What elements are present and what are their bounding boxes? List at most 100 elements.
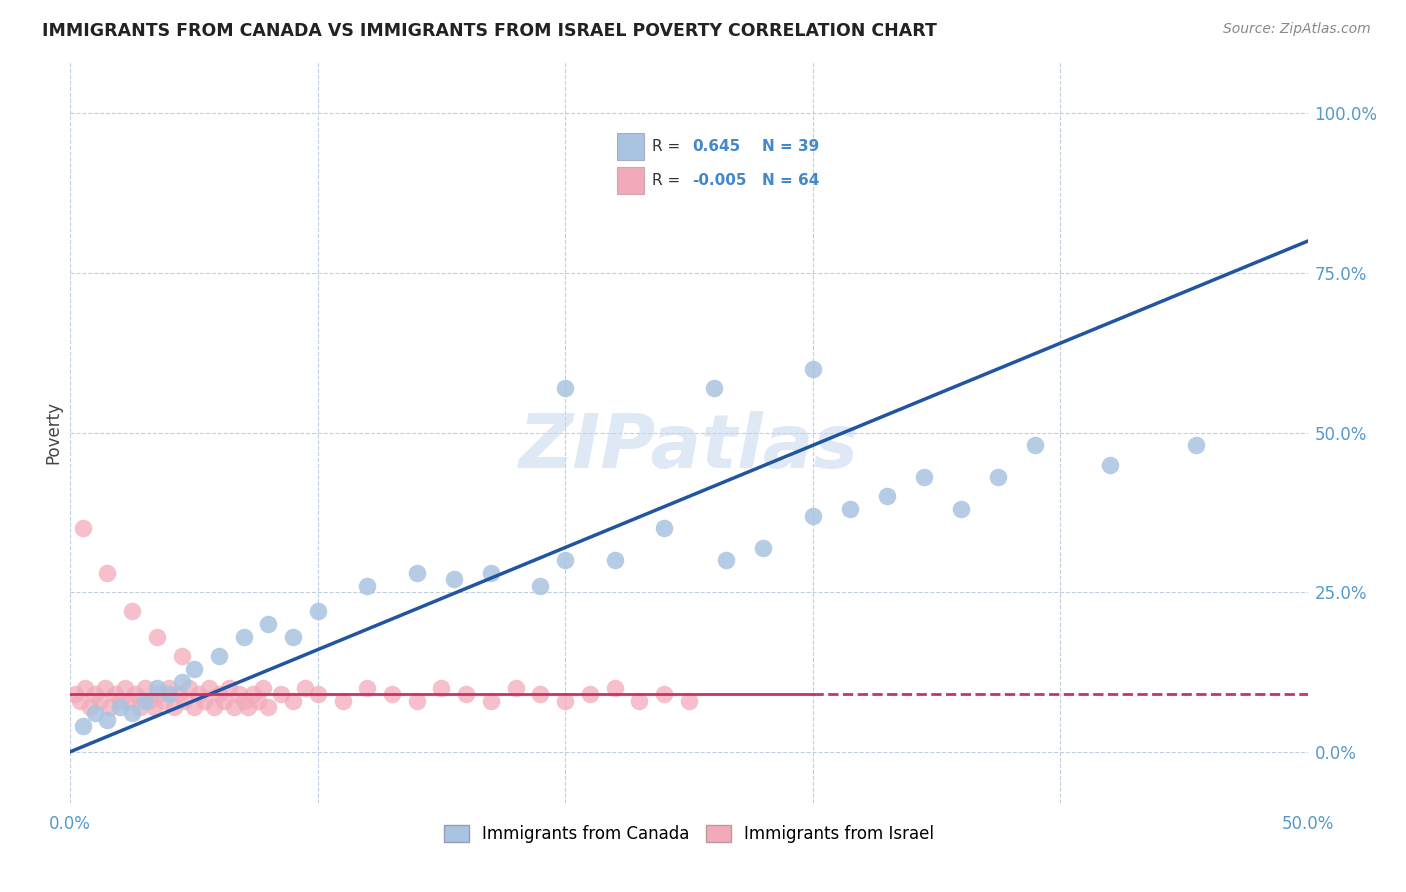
Point bbox=[430, 681, 453, 695]
Point bbox=[228, 687, 250, 701]
Point bbox=[1024, 438, 1046, 452]
Point bbox=[96, 713, 118, 727]
Point bbox=[652, 521, 675, 535]
Point bbox=[801, 508, 824, 523]
Text: IMMIGRANTS FROM CANADA VS IMMIGRANTS FROM ISRAEL POVERTY CORRELATION CHART: IMMIGRANTS FROM CANADA VS IMMIGRANTS FRO… bbox=[42, 22, 936, 40]
Bar bbox=[617, 167, 644, 194]
Point bbox=[121, 706, 143, 721]
Point bbox=[381, 687, 404, 701]
Point bbox=[188, 687, 211, 701]
Point bbox=[84, 706, 107, 721]
Point bbox=[603, 681, 626, 695]
Text: N = 39: N = 39 bbox=[762, 139, 820, 154]
Point bbox=[183, 662, 205, 676]
Point bbox=[1098, 458, 1121, 472]
Point bbox=[247, 694, 270, 708]
Text: R =: R = bbox=[652, 173, 681, 188]
Point bbox=[134, 694, 156, 708]
Point bbox=[801, 361, 824, 376]
Point bbox=[232, 630, 254, 644]
Point bbox=[124, 687, 146, 701]
Point bbox=[232, 694, 254, 708]
Point bbox=[222, 700, 245, 714]
Point bbox=[218, 681, 240, 695]
Bar bbox=[617, 133, 644, 160]
Point bbox=[96, 566, 118, 580]
Point bbox=[479, 694, 502, 708]
Text: R =: R = bbox=[652, 139, 681, 154]
Point bbox=[118, 694, 141, 708]
Point bbox=[252, 681, 274, 695]
Point bbox=[104, 687, 127, 701]
Point bbox=[108, 700, 131, 714]
Point bbox=[65, 687, 87, 701]
Point bbox=[208, 648, 231, 663]
Point bbox=[163, 700, 186, 714]
Point bbox=[143, 700, 166, 714]
Point bbox=[177, 681, 200, 695]
Point bbox=[307, 604, 329, 618]
Y-axis label: Poverty: Poverty bbox=[44, 401, 62, 464]
Point bbox=[89, 694, 111, 708]
Text: 0.645: 0.645 bbox=[692, 139, 740, 154]
Point bbox=[307, 687, 329, 701]
Point bbox=[405, 694, 427, 708]
Point bbox=[153, 694, 176, 708]
Point bbox=[212, 694, 235, 708]
Point bbox=[193, 694, 215, 708]
Point bbox=[198, 681, 221, 695]
Point bbox=[270, 687, 292, 701]
Point bbox=[84, 687, 107, 701]
Point bbox=[876, 490, 898, 504]
Point bbox=[257, 617, 280, 632]
Point bbox=[167, 687, 190, 701]
Point bbox=[69, 694, 91, 708]
Text: Source: ZipAtlas.com: Source: ZipAtlas.com bbox=[1223, 22, 1371, 37]
Point bbox=[238, 700, 260, 714]
Point bbox=[134, 681, 156, 695]
Point bbox=[114, 681, 136, 695]
Point bbox=[603, 553, 626, 567]
Point bbox=[202, 700, 225, 714]
Point bbox=[148, 687, 170, 701]
Point bbox=[1185, 438, 1208, 452]
Point bbox=[294, 681, 316, 695]
Point bbox=[208, 687, 231, 701]
Point bbox=[128, 700, 150, 714]
Point bbox=[752, 541, 775, 555]
Point bbox=[79, 700, 101, 714]
Point bbox=[652, 687, 675, 701]
Point bbox=[257, 700, 280, 714]
Point bbox=[529, 579, 551, 593]
Point bbox=[72, 719, 94, 733]
Point bbox=[529, 687, 551, 701]
Point bbox=[173, 694, 195, 708]
Point bbox=[281, 630, 304, 644]
Point bbox=[443, 573, 465, 587]
Point bbox=[987, 470, 1010, 484]
Point bbox=[950, 502, 973, 516]
Point bbox=[121, 604, 143, 618]
Point bbox=[170, 648, 193, 663]
Point bbox=[356, 681, 378, 695]
Point bbox=[281, 694, 304, 708]
Point bbox=[912, 470, 935, 484]
Point bbox=[678, 694, 700, 708]
Text: N = 64: N = 64 bbox=[762, 173, 820, 188]
Point bbox=[554, 381, 576, 395]
Point bbox=[157, 681, 180, 695]
Point bbox=[579, 687, 602, 701]
Point bbox=[628, 694, 651, 708]
Point bbox=[703, 381, 725, 395]
Point bbox=[405, 566, 427, 580]
Point bbox=[714, 553, 737, 567]
Point bbox=[242, 687, 264, 701]
Point bbox=[183, 700, 205, 714]
Point bbox=[146, 630, 169, 644]
Point bbox=[98, 700, 121, 714]
Point bbox=[332, 694, 354, 708]
Point bbox=[554, 694, 576, 708]
Point bbox=[554, 553, 576, 567]
Point bbox=[479, 566, 502, 580]
Point bbox=[94, 681, 117, 695]
